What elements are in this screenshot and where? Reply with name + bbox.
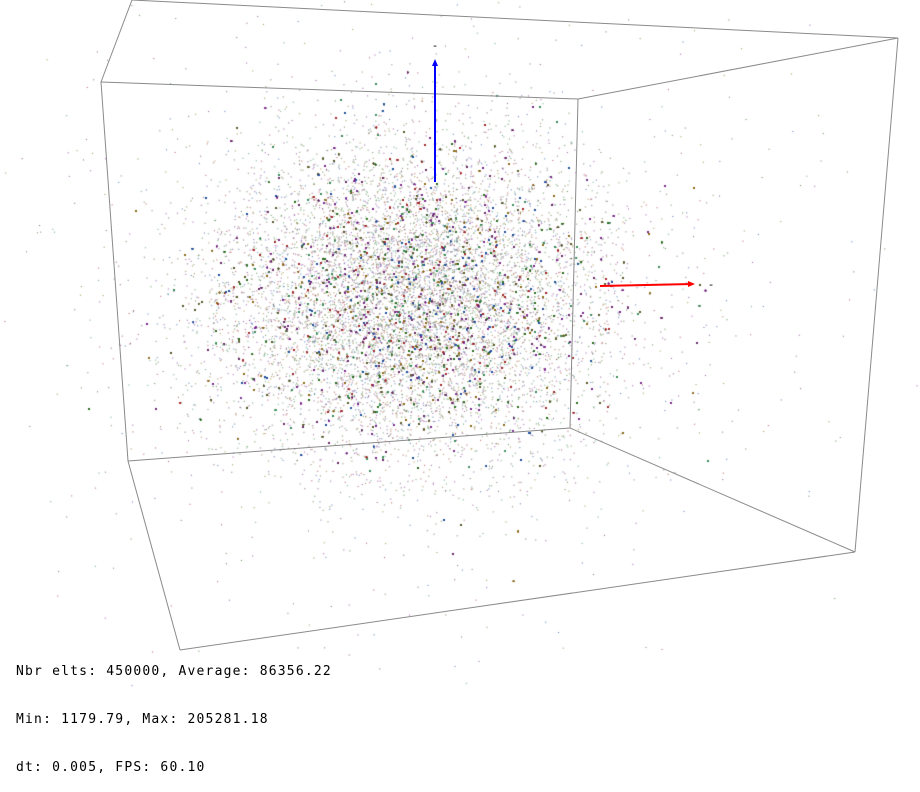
render-viewport[interactable]: - - (0, 0, 920, 690)
particle-cloud (0, 0, 920, 690)
stats-dt-fps: dt: 0.005, FPS: 60.10 (16, 760, 206, 775)
stats-readout: Nbr elts: 450000, Average: 86356.22 Min:… (16, 632, 332, 792)
stats-min-max: Min: 1179.79, Max: 205281.18 (16, 712, 269, 727)
stats-count-average: Nbr elts: 450000, Average: 86356.22 (16, 664, 332, 679)
